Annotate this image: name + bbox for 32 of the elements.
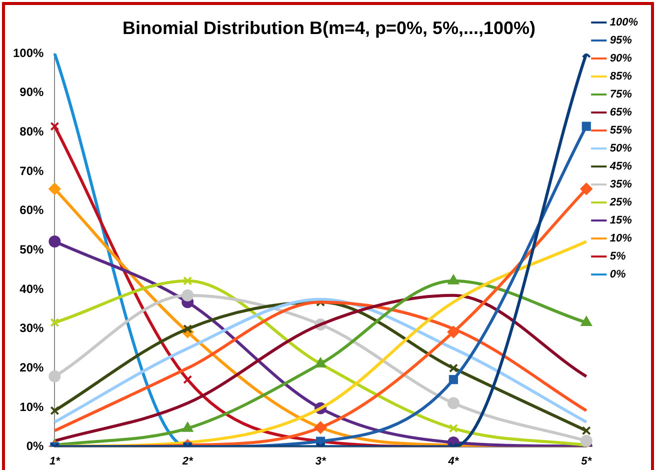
chart-title: Binomial Distribution B(m=4, p=0%, 5%,...,100%) <box>122 18 536 38</box>
legend-label: 95% <box>610 34 632 47</box>
x-tick-label: 3* <box>315 455 326 468</box>
x-tick-label: 1* <box>49 455 61 468</box>
legend-label: 90% <box>610 52 632 65</box>
y-tick-label: 30% <box>20 321 44 336</box>
y-tick-label: 10% <box>20 400 44 414</box>
legend-label: 5% <box>610 250 626 263</box>
legend-label: 45% <box>608 160 632 173</box>
y-tick-label: 0% <box>26 439 44 454</box>
y-tick-label: 60% <box>20 203 44 218</box>
legend-label: 0% <box>610 268 626 281</box>
legend-label: 85% <box>610 70 632 83</box>
legend-label: 35% <box>610 178 632 191</box>
x-tick-label: 5* <box>581 455 592 468</box>
y-tick-label: 70% <box>20 164 44 178</box>
x-tick-label: 4* <box>447 455 460 468</box>
y-tick-label: 40% <box>20 282 44 296</box>
legend-label: 25% <box>608 196 632 209</box>
y-tick-label: 20% <box>20 360 44 374</box>
legend-label: 50% <box>610 142 632 155</box>
legend-label: 65% <box>610 106 632 119</box>
legend-label: 55% <box>610 124 632 137</box>
y-tick-label: 50% <box>20 242 44 257</box>
x-tick-label: 2* <box>181 455 194 468</box>
legend-label: 10% <box>610 232 632 245</box>
y-tick-label: 100% <box>12 46 44 60</box>
y-tick-label: 90% <box>20 85 44 100</box>
legend-label: 100% <box>610 16 638 29</box>
legend-label: 75% <box>610 88 632 101</box>
legend-label: 15% <box>610 214 632 227</box>
y-tick-label: 80% <box>20 124 44 139</box>
